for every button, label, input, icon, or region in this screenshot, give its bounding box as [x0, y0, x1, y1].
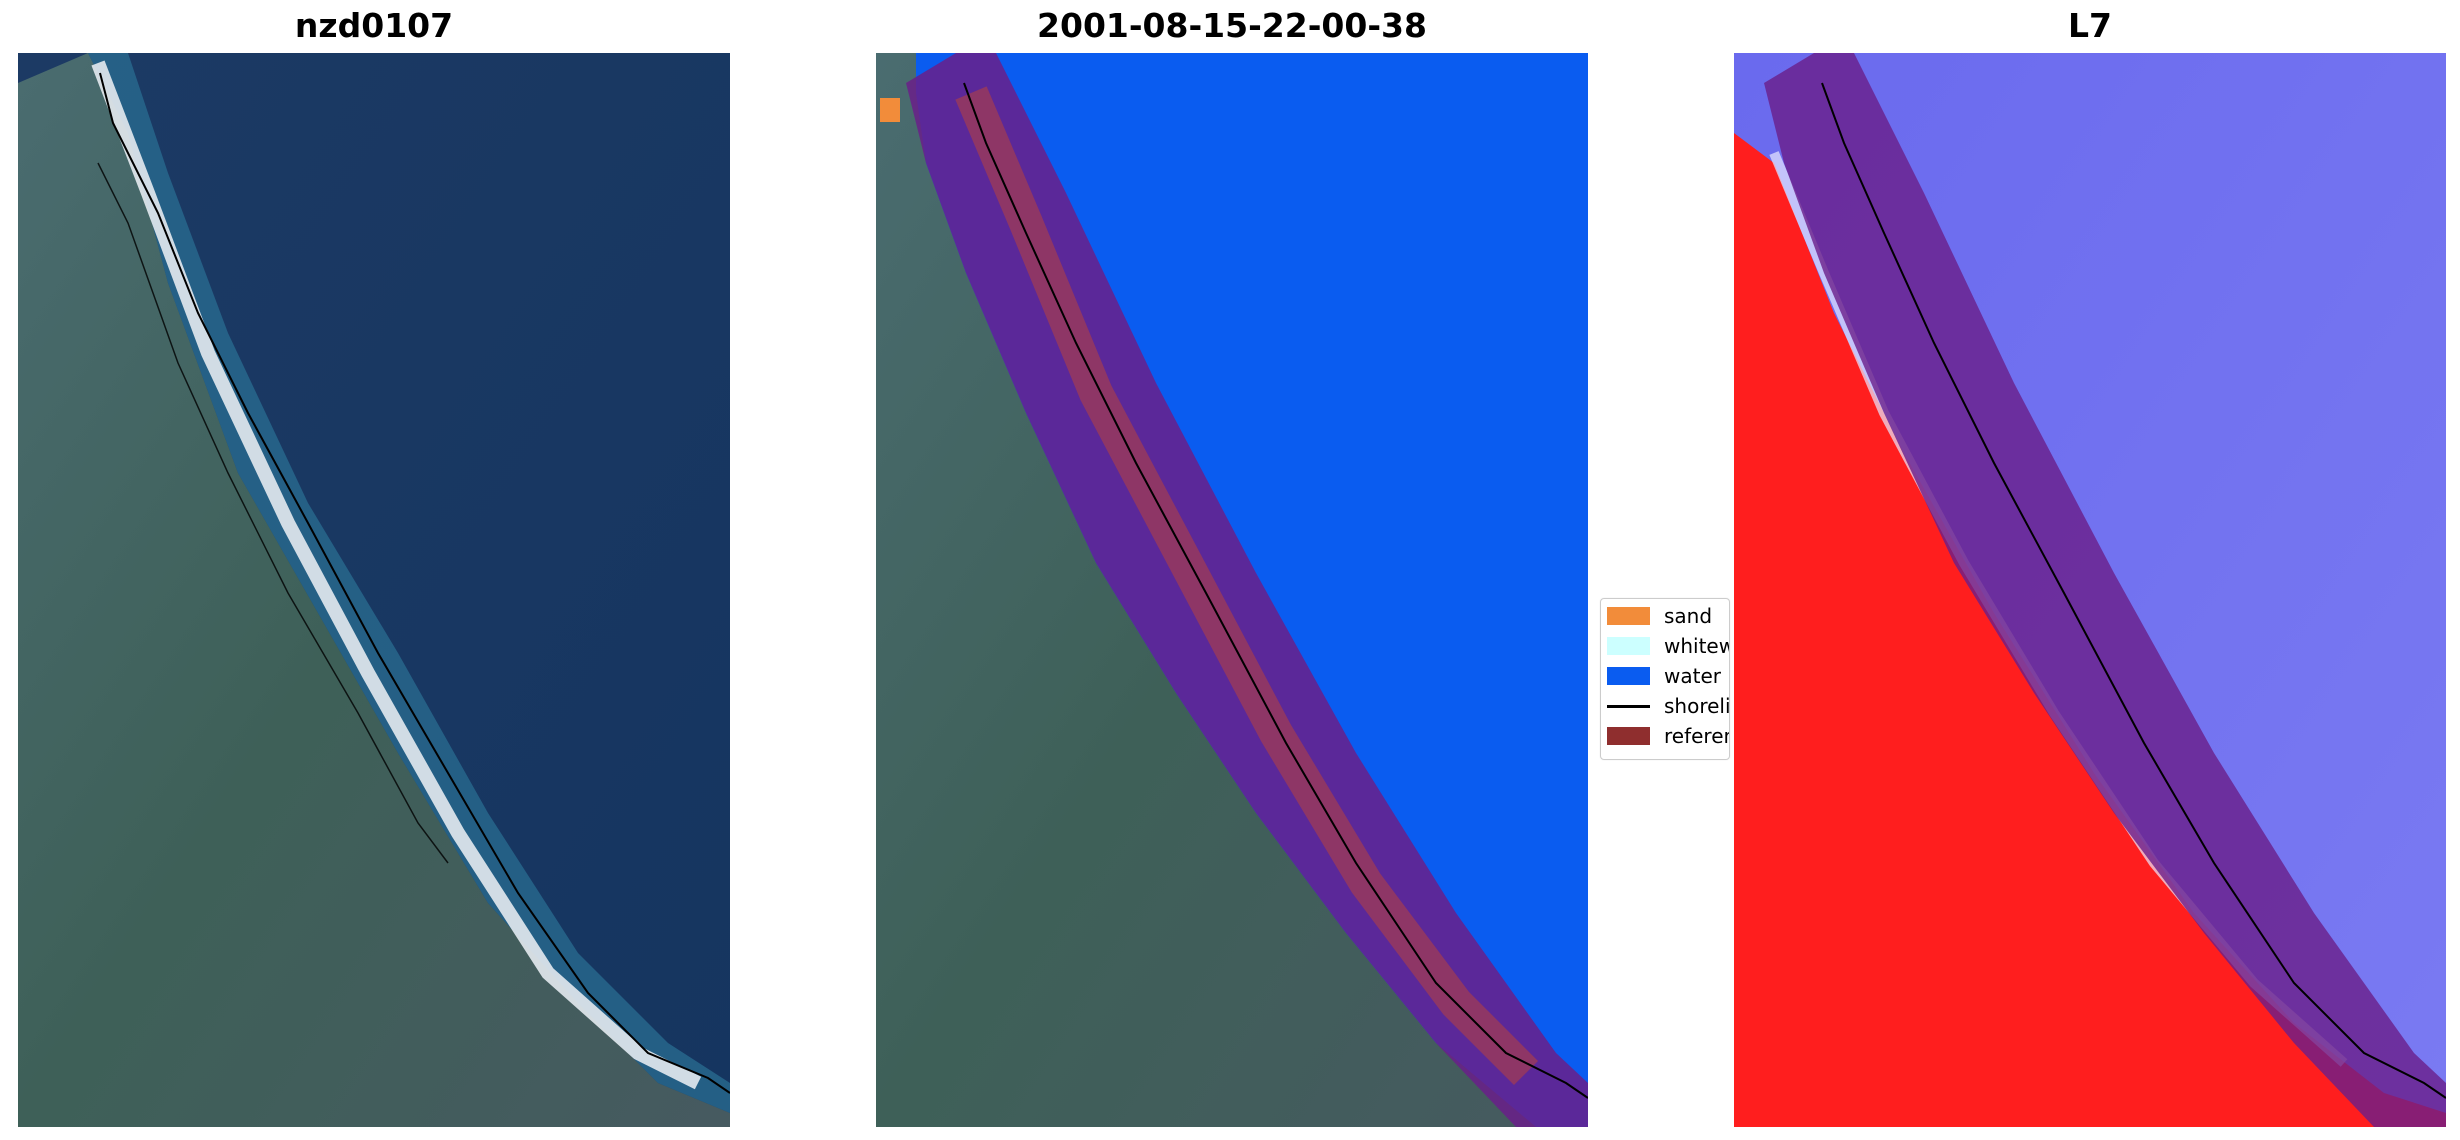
buffer-core [955, 86, 1539, 1086]
panel-title-classification: 2001-08-15-22-00-38 [1037, 6, 1427, 45]
legend-swatch-water [1607, 667, 1650, 685]
shoreline-line [99, 72, 730, 1094]
legend-label-shoreline: shoreline [1664, 694, 1730, 718]
shoreline-line-inland [97, 162, 449, 864]
legend-item-reference-buffer: reference shoreline buffer [1607, 723, 1729, 749]
legend-item-sand: sand [1607, 603, 1712, 629]
legend-item-water: water [1607, 663, 1721, 689]
legend-label-sand: sand [1664, 604, 1713, 628]
classification-panel [876, 53, 1588, 1127]
legend-label-reference-buffer: reference shoreline buffer [1664, 724, 1729, 748]
legend-line-shoreline [1607, 704, 1650, 708]
land-area [18, 53, 730, 1127]
rgb-image-panel [18, 53, 730, 1127]
legend-item-shoreline: shoreline [1607, 693, 1730, 719]
legend-swatch-reference-buffer [1607, 727, 1650, 745]
shoreline-line [1821, 82, 2446, 1099]
reference-buffer [1764, 53, 2446, 1127]
index-panel [1734, 53, 2446, 1127]
legend-label-water: water [1664, 664, 1721, 688]
legend-swatch-whitewater [1607, 637, 1650, 655]
panel-title-rgb: nzd0107 [294, 6, 454, 45]
surf-zone [88, 53, 730, 1113]
beach-strip [91, 60, 702, 1090]
shoreline-line [963, 82, 1588, 1099]
legend-swatch-sand [1607, 607, 1650, 625]
panel-title-index: L7 [2068, 6, 2112, 45]
sand-patch [880, 98, 900, 122]
index-land [1734, 133, 2446, 1127]
